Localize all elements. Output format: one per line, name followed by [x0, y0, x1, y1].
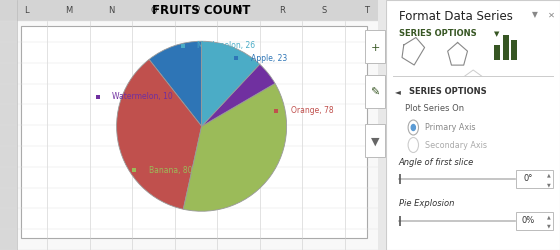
Text: ▲: ▲ [547, 172, 550, 178]
Text: ✎: ✎ [371, 88, 380, 98]
Text: Secondary Axis: Secondary Axis [424, 140, 487, 149]
Bar [511, 40, 517, 60]
Text: Plot Series On: Plot Series On [405, 104, 465, 113]
Bar [494, 45, 500, 60]
Text: Apple, 23: Apple, 23 [251, 54, 287, 63]
Text: Pie Explosion: Pie Explosion [399, 199, 454, 208]
Circle shape [411, 124, 416, 130]
Text: ▼: ▼ [494, 32, 500, 38]
Text: O: O [151, 6, 157, 15]
Text: Primary Axis: Primary Axis [424, 123, 475, 132]
Text: R: R [279, 6, 284, 15]
Wedge shape [202, 41, 260, 126]
Text: 0%: 0% [521, 216, 534, 225]
FancyBboxPatch shape [365, 30, 385, 62]
FancyBboxPatch shape [516, 212, 553, 230]
FancyBboxPatch shape [365, 74, 385, 108]
FancyBboxPatch shape [386, 0, 560, 250]
Text: ▼: ▼ [547, 224, 550, 229]
Text: ◄: ◄ [395, 87, 401, 96]
FancyBboxPatch shape [365, 124, 385, 157]
Text: P: P [194, 6, 199, 15]
Title: FRUITS COUNT: FRUITS COUNT [152, 4, 251, 18]
Text: Q: Q [236, 6, 242, 15]
Text: SERIES OPTIONS: SERIES OPTIONS [399, 29, 476, 38]
Text: Angle of first slice: Angle of first slice [399, 158, 474, 167]
Text: 0°: 0° [523, 174, 533, 183]
Bar [0, 21, 17, 250]
Text: ▼: ▼ [532, 10, 538, 20]
Bar [0, 0, 378, 21]
Text: ▲: ▲ [547, 214, 550, 219]
Wedge shape [183, 84, 287, 211]
Text: Banana, 80: Banana, 80 [149, 166, 193, 175]
Polygon shape [464, 70, 482, 76]
Text: ▼: ▼ [371, 137, 380, 147]
Text: N: N [108, 6, 115, 15]
Text: ▼: ▼ [547, 182, 550, 187]
Wedge shape [149, 41, 202, 126]
Text: +: + [371, 42, 380, 52]
Text: ✕: ✕ [548, 10, 555, 20]
Text: Format Data Series: Format Data Series [399, 10, 512, 23]
Wedge shape [116, 60, 202, 209]
Wedge shape [202, 64, 275, 126]
Text: Muskmelon, 26: Muskmelon, 26 [197, 41, 255, 50]
Text: S: S [321, 6, 327, 15]
Text: L: L [24, 6, 29, 15]
Text: Watermelon, 10: Watermelon, 10 [113, 92, 173, 101]
Text: Orange, 78: Orange, 78 [291, 106, 333, 116]
FancyBboxPatch shape [516, 170, 553, 188]
Text: M: M [66, 6, 73, 15]
Bar [503, 35, 509, 60]
Text: T: T [364, 6, 369, 15]
Text: SERIES OPTIONS: SERIES OPTIONS [409, 87, 487, 96]
FancyBboxPatch shape [21, 26, 367, 238]
